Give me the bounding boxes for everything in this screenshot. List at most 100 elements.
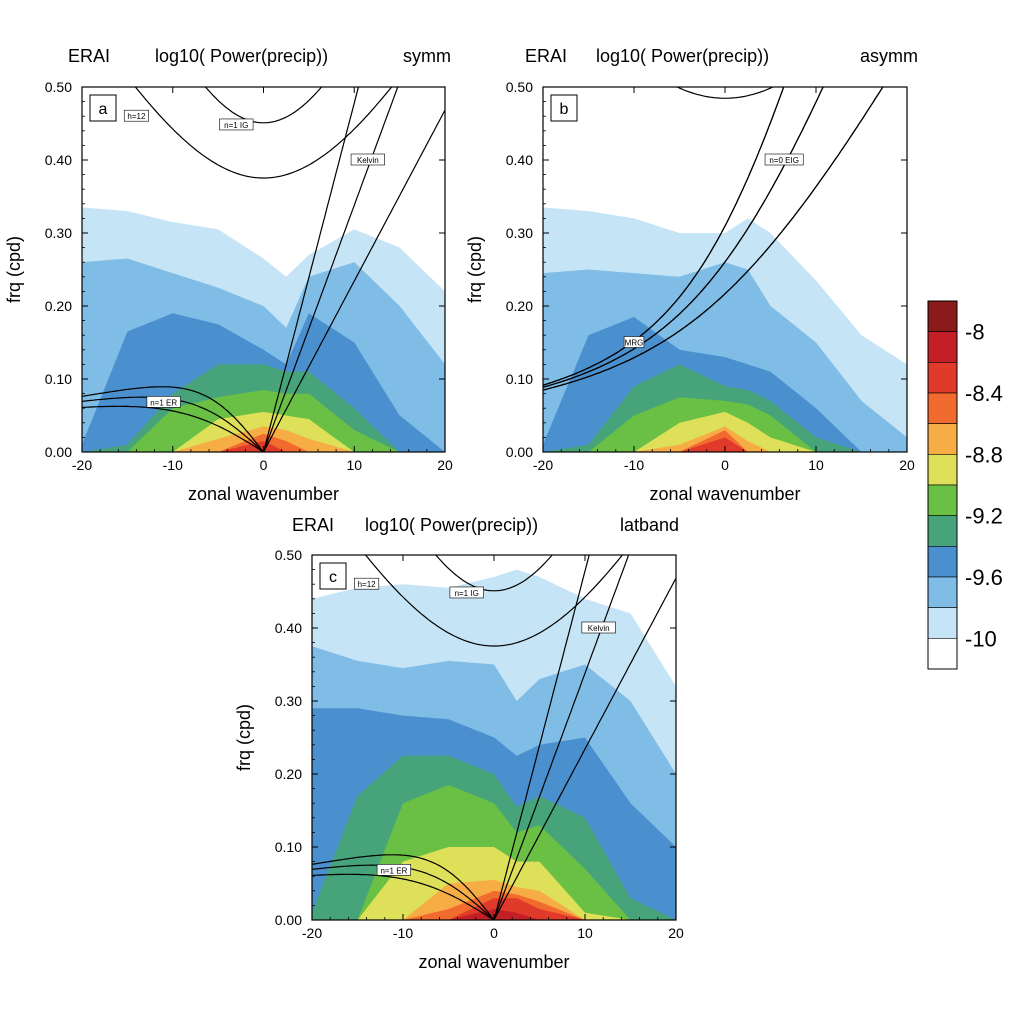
annotation: h=12 <box>127 112 146 121</box>
colorbar-swatch <box>927 576 958 608</box>
plot-area: Kelvin n=1 ER n=1 IG h=12 <box>82 87 445 452</box>
curve-label-box <box>376 864 412 876</box>
title-right: asymm <box>860 46 918 66</box>
y-tick-label: 0.00 <box>506 444 533 460</box>
colorbar-swatch <box>927 638 958 670</box>
panel-c: Kelvin n=1 ER n=1 IG h=12 c -20 -10 0 10 20 0.00 0.… <box>234 515 684 972</box>
panels: Kelvin n=1 ER n=1 IG h=12 a -20 -10 0 10 20 0.00 0.… <box>4 46 918 972</box>
title-left: ERAI <box>525 46 567 66</box>
y-tick-label: 0.10 <box>45 371 72 387</box>
title-center: log10( Power(precip)) <box>596 46 769 66</box>
curve-label-box <box>146 396 181 408</box>
colorbar-swatch <box>927 331 958 363</box>
colorbar-label: -8.8 <box>965 442 1003 467</box>
panel-label: a <box>99 101 108 118</box>
x-tick-label: -10 <box>393 925 413 941</box>
title-right: symm <box>403 46 451 66</box>
y-tick-label: 0.30 <box>506 225 533 241</box>
x-tick-label: 0 <box>260 457 268 473</box>
curve-mrg-h25 <box>543 87 824 388</box>
colorbar-frame <box>927 300 958 670</box>
curve-label-box <box>764 153 804 166</box>
annotation: h=12 <box>358 580 377 589</box>
y-tick-label: 0.50 <box>275 547 302 563</box>
curve-label-box <box>350 153 385 166</box>
plot-area: n=0 EIG MRG <box>543 87 907 452</box>
y-axis-label: frq (cpd) <box>465 236 485 303</box>
curve-label: n=1 ER <box>380 866 407 875</box>
y-tick-label: 0.50 <box>506 79 533 95</box>
title-left: ERAI <box>68 46 110 66</box>
title-center: log10( Power(precip)) <box>365 515 538 535</box>
x-tick-label: 10 <box>346 457 362 473</box>
curve-label-box <box>219 118 254 131</box>
y-axis-label: frq (cpd) <box>234 704 254 771</box>
curve-ig-h25 <box>435 555 553 592</box>
contour-band-level--8.4 <box>543 437 907 452</box>
curve-er-h50 <box>82 386 264 452</box>
curve-ig-h12 <box>675 87 775 99</box>
curve-label-box <box>623 336 645 348</box>
x-tick-label: -20 <box>72 457 92 473</box>
colorbar-label: -9.2 <box>965 504 1003 529</box>
curve-label: n=1 ER <box>150 398 177 407</box>
colorbar-swatch <box>927 515 958 547</box>
curve-label: n=0 EIG <box>769 156 799 165</box>
panel-a: Kelvin n=1 ER n=1 IG h=12 a -20 -10 0 10 20 0.00 0.… <box>4 46 453 504</box>
curve-label: Kelvin <box>357 156 379 165</box>
curve-label-box <box>449 586 484 599</box>
x-axis-label: zonal wavenumber <box>188 484 339 504</box>
dispersion-curves <box>82 87 445 452</box>
title-left: ERAI <box>292 515 334 535</box>
curve-label: MRG <box>625 339 644 348</box>
panel-b: n=0 EIG MRG b -20 -10 0 10 20 0.00 0.10 0.20 0.30 0.… <box>465 46 918 504</box>
colorbar-label: -10 <box>965 626 997 651</box>
colorbar-label: -8.4 <box>965 381 1003 406</box>
y-tick-label: 0.30 <box>45 225 72 241</box>
panel-label: c <box>329 569 337 586</box>
x-tick-label: -20 <box>302 925 322 941</box>
colorbar-swatch <box>927 607 958 639</box>
y-axis-label: frq (cpd) <box>4 236 24 303</box>
curve-kelvin-h12 <box>493 577 676 920</box>
plot-area: Kelvin n=1 ER n=1 IG h=12 <box>312 555 676 920</box>
colorbar-label: -8 <box>965 320 985 345</box>
curve-label: Kelvin <box>588 624 610 633</box>
curve-kelvin-h12 <box>262 109 445 452</box>
x-tick-label: 0 <box>721 457 729 473</box>
y-tick-label: 0.20 <box>45 298 72 314</box>
x-axis-label: zonal wavenumber <box>418 952 569 972</box>
curve-ig-h25 <box>204 87 323 124</box>
colorbar-swatch <box>927 484 958 516</box>
y-tick-label: 0.30 <box>275 693 302 709</box>
curve-kelvin-h25 <box>262 87 399 452</box>
title-right: latband <box>620 515 679 535</box>
curve-kelvin-h25 <box>493 555 630 920</box>
title-center: log10( Power(precip)) <box>155 46 328 66</box>
curve-label: n=1 IG <box>224 121 248 130</box>
curve-kelvin-h50 <box>262 87 360 452</box>
y-tick-label: 0.20 <box>506 298 533 314</box>
curve-mrg-h12 <box>543 87 884 391</box>
y-tick-label: 0.10 <box>275 839 302 855</box>
x-tick-label: 10 <box>577 925 593 941</box>
colorbar-swatch <box>927 362 958 394</box>
panel-label-box <box>319 562 347 590</box>
curve-label-box <box>581 621 616 634</box>
curve-mrg-h50 <box>543 87 785 386</box>
curve-er-h12 <box>82 405 264 452</box>
x-tick-label: 20 <box>899 457 915 473</box>
curve-er-h12 <box>312 873 495 920</box>
colorbar-swatch <box>927 392 958 424</box>
x-tick-label: -10 <box>624 457 644 473</box>
y-tick-label: 0.40 <box>45 152 72 168</box>
annotation-box <box>123 109 149 122</box>
x-tick-label: -10 <box>163 457 183 473</box>
x-tick-label: 20 <box>668 925 684 941</box>
y-tick-label: 0.00 <box>45 444 72 460</box>
colorbar-swatch <box>927 454 958 486</box>
curve-label: n=1 IG <box>455 589 479 598</box>
curve-er-h50 <box>312 854 495 920</box>
y-tick-label: 0.40 <box>506 152 533 168</box>
